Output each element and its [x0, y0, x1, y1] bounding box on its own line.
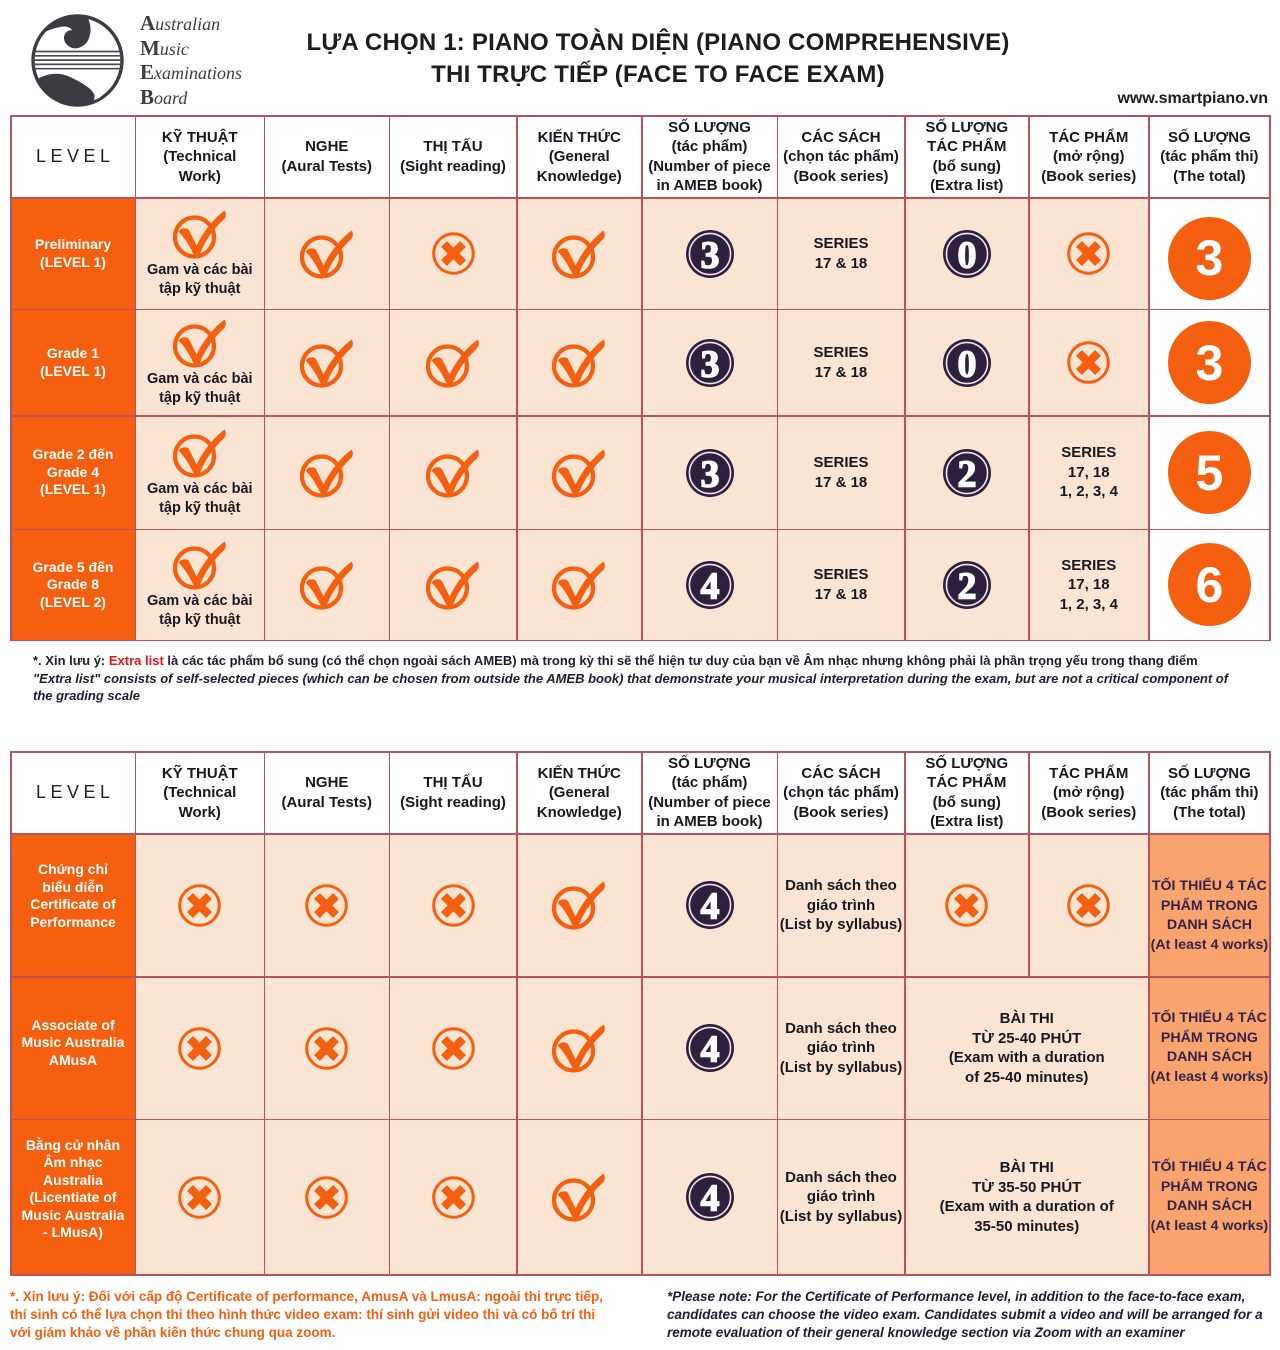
svg-text:2: 2 [957, 565, 976, 607]
svg-text:4: 4 [700, 1178, 719, 1220]
svg-text:4: 4 [700, 565, 719, 607]
svg-text:4: 4 [700, 1029, 719, 1071]
svg-text:2: 2 [957, 453, 976, 495]
svg-text:4: 4 [700, 886, 719, 928]
svg-text:0: 0 [957, 343, 976, 385]
svg-text:3: 3 [700, 453, 719, 495]
svg-text:0: 0 [957, 234, 976, 276]
svg-text:3: 3 [700, 234, 719, 276]
svg-text:3: 3 [700, 343, 719, 385]
